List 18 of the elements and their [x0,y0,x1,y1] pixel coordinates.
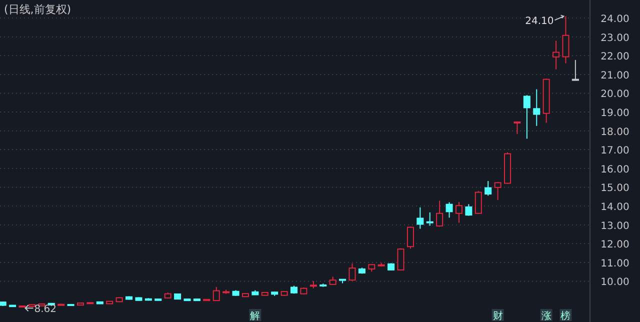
chart-title: (日线,前复权) [4,3,72,16]
y-tick-label: 10.00 [600,277,630,288]
annotation: 8.62 [34,304,57,316]
y-tick-label: 18.00 [600,126,630,138]
y-tick-label: 15.00 [600,183,630,194]
y-tick-label: 22.00 [600,52,630,63]
y-tick-label: 23.00 [600,32,630,44]
y-tick-label: 24.00 [600,14,630,26]
annotation: 24.10 [525,16,554,28]
y-tick-label: 19.00 [600,108,630,120]
y-tick-label: 11.00 [600,258,630,270]
y-tick-label: 20.00 [600,89,630,100]
y-tick-label: 21.00 [600,70,630,82]
y-tick-label: 14.00 [600,202,630,214]
y-tick-label: 12.00 [600,240,630,251]
y-tick-label: 13.00 [600,220,630,232]
y-tick-label: 16.00 [600,164,630,176]
y-tick-label: 17.00 [600,146,630,157]
